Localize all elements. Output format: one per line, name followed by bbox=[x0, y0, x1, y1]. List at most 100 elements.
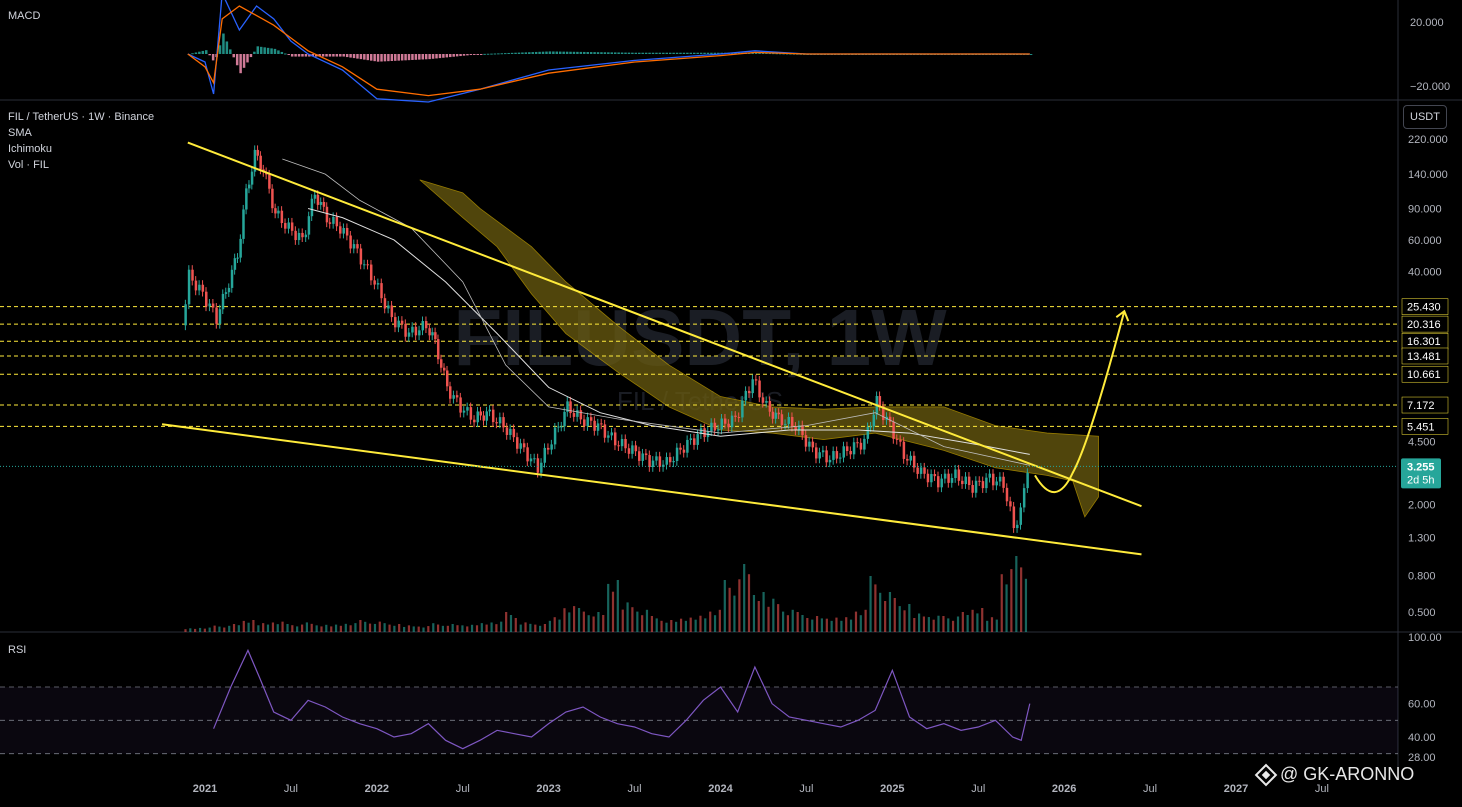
candle-body bbox=[245, 188, 248, 210]
indicator-volume[interactable]: Vol · FIL bbox=[8, 159, 49, 171]
volume-bar bbox=[563, 608, 566, 632]
volume-bar bbox=[777, 604, 780, 632]
rsi-tick-label: 100.00 bbox=[1408, 632, 1442, 644]
macd-histogram-bar bbox=[345, 54, 349, 58]
volume-bar bbox=[398, 624, 401, 632]
candle-body bbox=[215, 307, 218, 324]
candle-body bbox=[912, 455, 916, 468]
candle-body bbox=[821, 450, 825, 453]
macd-histogram-bar bbox=[514, 52, 517, 54]
macd-histogram-bar bbox=[538, 51, 541, 54]
macd-histogram-bar bbox=[610, 52, 614, 54]
volume-bar bbox=[733, 595, 736, 632]
volume-bar bbox=[990, 617, 994, 632]
volume-bar bbox=[956, 616, 960, 632]
macd-histogram-bar bbox=[510, 52, 514, 54]
candle-body bbox=[947, 473, 950, 483]
symbol-title[interactable]: FIL / TetherUS · 1W · Binance bbox=[8, 111, 155, 123]
volume-bar bbox=[305, 622, 309, 632]
macd-histogram-bar bbox=[483, 53, 486, 55]
macd-histogram-bar bbox=[211, 54, 215, 61]
candle-body bbox=[797, 425, 801, 431]
candle-body bbox=[332, 216, 335, 224]
macd-histogram-bar bbox=[706, 52, 710, 54]
macd-histogram-bar bbox=[693, 52, 696, 54]
volume-bar bbox=[621, 609, 624, 632]
candle-body bbox=[560, 426, 563, 428]
macd-histogram-bar bbox=[717, 52, 720, 54]
macd-histogram-bar bbox=[380, 54, 383, 62]
candle-body bbox=[349, 235, 352, 249]
candle-body bbox=[872, 414, 876, 427]
macd-histogram-bar bbox=[675, 52, 679, 54]
candle-body bbox=[187, 269, 191, 305]
rsi-tick-label: 40.00 bbox=[1408, 732, 1436, 744]
candle-body bbox=[284, 223, 287, 229]
candle-body bbox=[569, 401, 572, 414]
candle-body bbox=[230, 269, 234, 288]
candle-body bbox=[373, 280, 376, 285]
macd-histogram-bar bbox=[765, 52, 768, 54]
candle-body bbox=[699, 428, 703, 435]
candle-body bbox=[818, 452, 821, 459]
candle-body bbox=[882, 405, 885, 421]
macd-histogram-bar bbox=[521, 52, 524, 54]
macd-histogram-bar bbox=[253, 51, 256, 54]
price-level-label: 13.481 bbox=[1407, 351, 1441, 363]
macd-histogram-bar bbox=[490, 53, 493, 55]
macd-tick-label: −20.000 bbox=[1410, 81, 1450, 93]
macd-histogram-bar bbox=[222, 33, 225, 54]
time-tick-label: Jul bbox=[1315, 783, 1329, 795]
price-level-badge bbox=[1401, 396, 1449, 414]
candle-body bbox=[930, 474, 933, 483]
volume-bar bbox=[223, 627, 226, 632]
candle-body bbox=[242, 209, 245, 239]
macd-histogram-bar bbox=[449, 54, 452, 58]
macd-label: MACD bbox=[8, 10, 41, 22]
candle-body bbox=[613, 432, 617, 446]
candle-body bbox=[937, 476, 940, 488]
macd-histogram-bar bbox=[710, 52, 713, 54]
macd-histogram-bar bbox=[428, 54, 431, 60]
candle-body bbox=[310, 198, 314, 217]
volume-bar bbox=[801, 615, 804, 632]
volume-bar bbox=[334, 624, 338, 632]
candle-body bbox=[961, 480, 964, 485]
volume-bar bbox=[636, 611, 639, 632]
volume-bar bbox=[660, 620, 663, 632]
volume-bar bbox=[961, 612, 964, 632]
macd-histogram-bar bbox=[414, 54, 418, 60]
indicator-ichimoku[interactable]: Ichimoku bbox=[8, 143, 53, 155]
candle-body bbox=[974, 480, 978, 493]
macd-histogram-bar bbox=[352, 54, 356, 59]
candle-body bbox=[916, 467, 919, 474]
macd-histogram-bar bbox=[359, 54, 363, 60]
time-tick-label: 2021 bbox=[193, 783, 217, 795]
macd-histogram-bar bbox=[658, 52, 662, 54]
volume-bar bbox=[694, 619, 697, 632]
candle-body bbox=[603, 424, 607, 438]
candle-body bbox=[307, 216, 311, 235]
macd-histogram-bar bbox=[205, 50, 208, 54]
time-tick-label: 2024 bbox=[708, 783, 733, 795]
candle-body bbox=[988, 473, 992, 478]
author-name: @ GK-ARONNO bbox=[1280, 764, 1415, 784]
candle-body bbox=[808, 441, 811, 447]
volume-bar bbox=[908, 604, 911, 632]
macd-histogram-bar bbox=[682, 52, 686, 54]
currency-unit-button[interactable]: USDT bbox=[1403, 105, 1447, 129]
candle-body bbox=[832, 451, 835, 460]
candle-body bbox=[325, 206, 329, 223]
candle-body bbox=[658, 456, 662, 467]
candle-body bbox=[758, 380, 761, 398]
candle-body bbox=[787, 416, 791, 424]
volume-bar bbox=[281, 621, 284, 632]
candle-body bbox=[940, 478, 943, 488]
macd-histogram-bar bbox=[768, 53, 772, 55]
candle-body bbox=[383, 298, 387, 309]
volume-bar bbox=[232, 624, 236, 632]
indicator-sma[interactable]: SMA bbox=[8, 127, 32, 139]
volume-bar bbox=[291, 625, 294, 632]
